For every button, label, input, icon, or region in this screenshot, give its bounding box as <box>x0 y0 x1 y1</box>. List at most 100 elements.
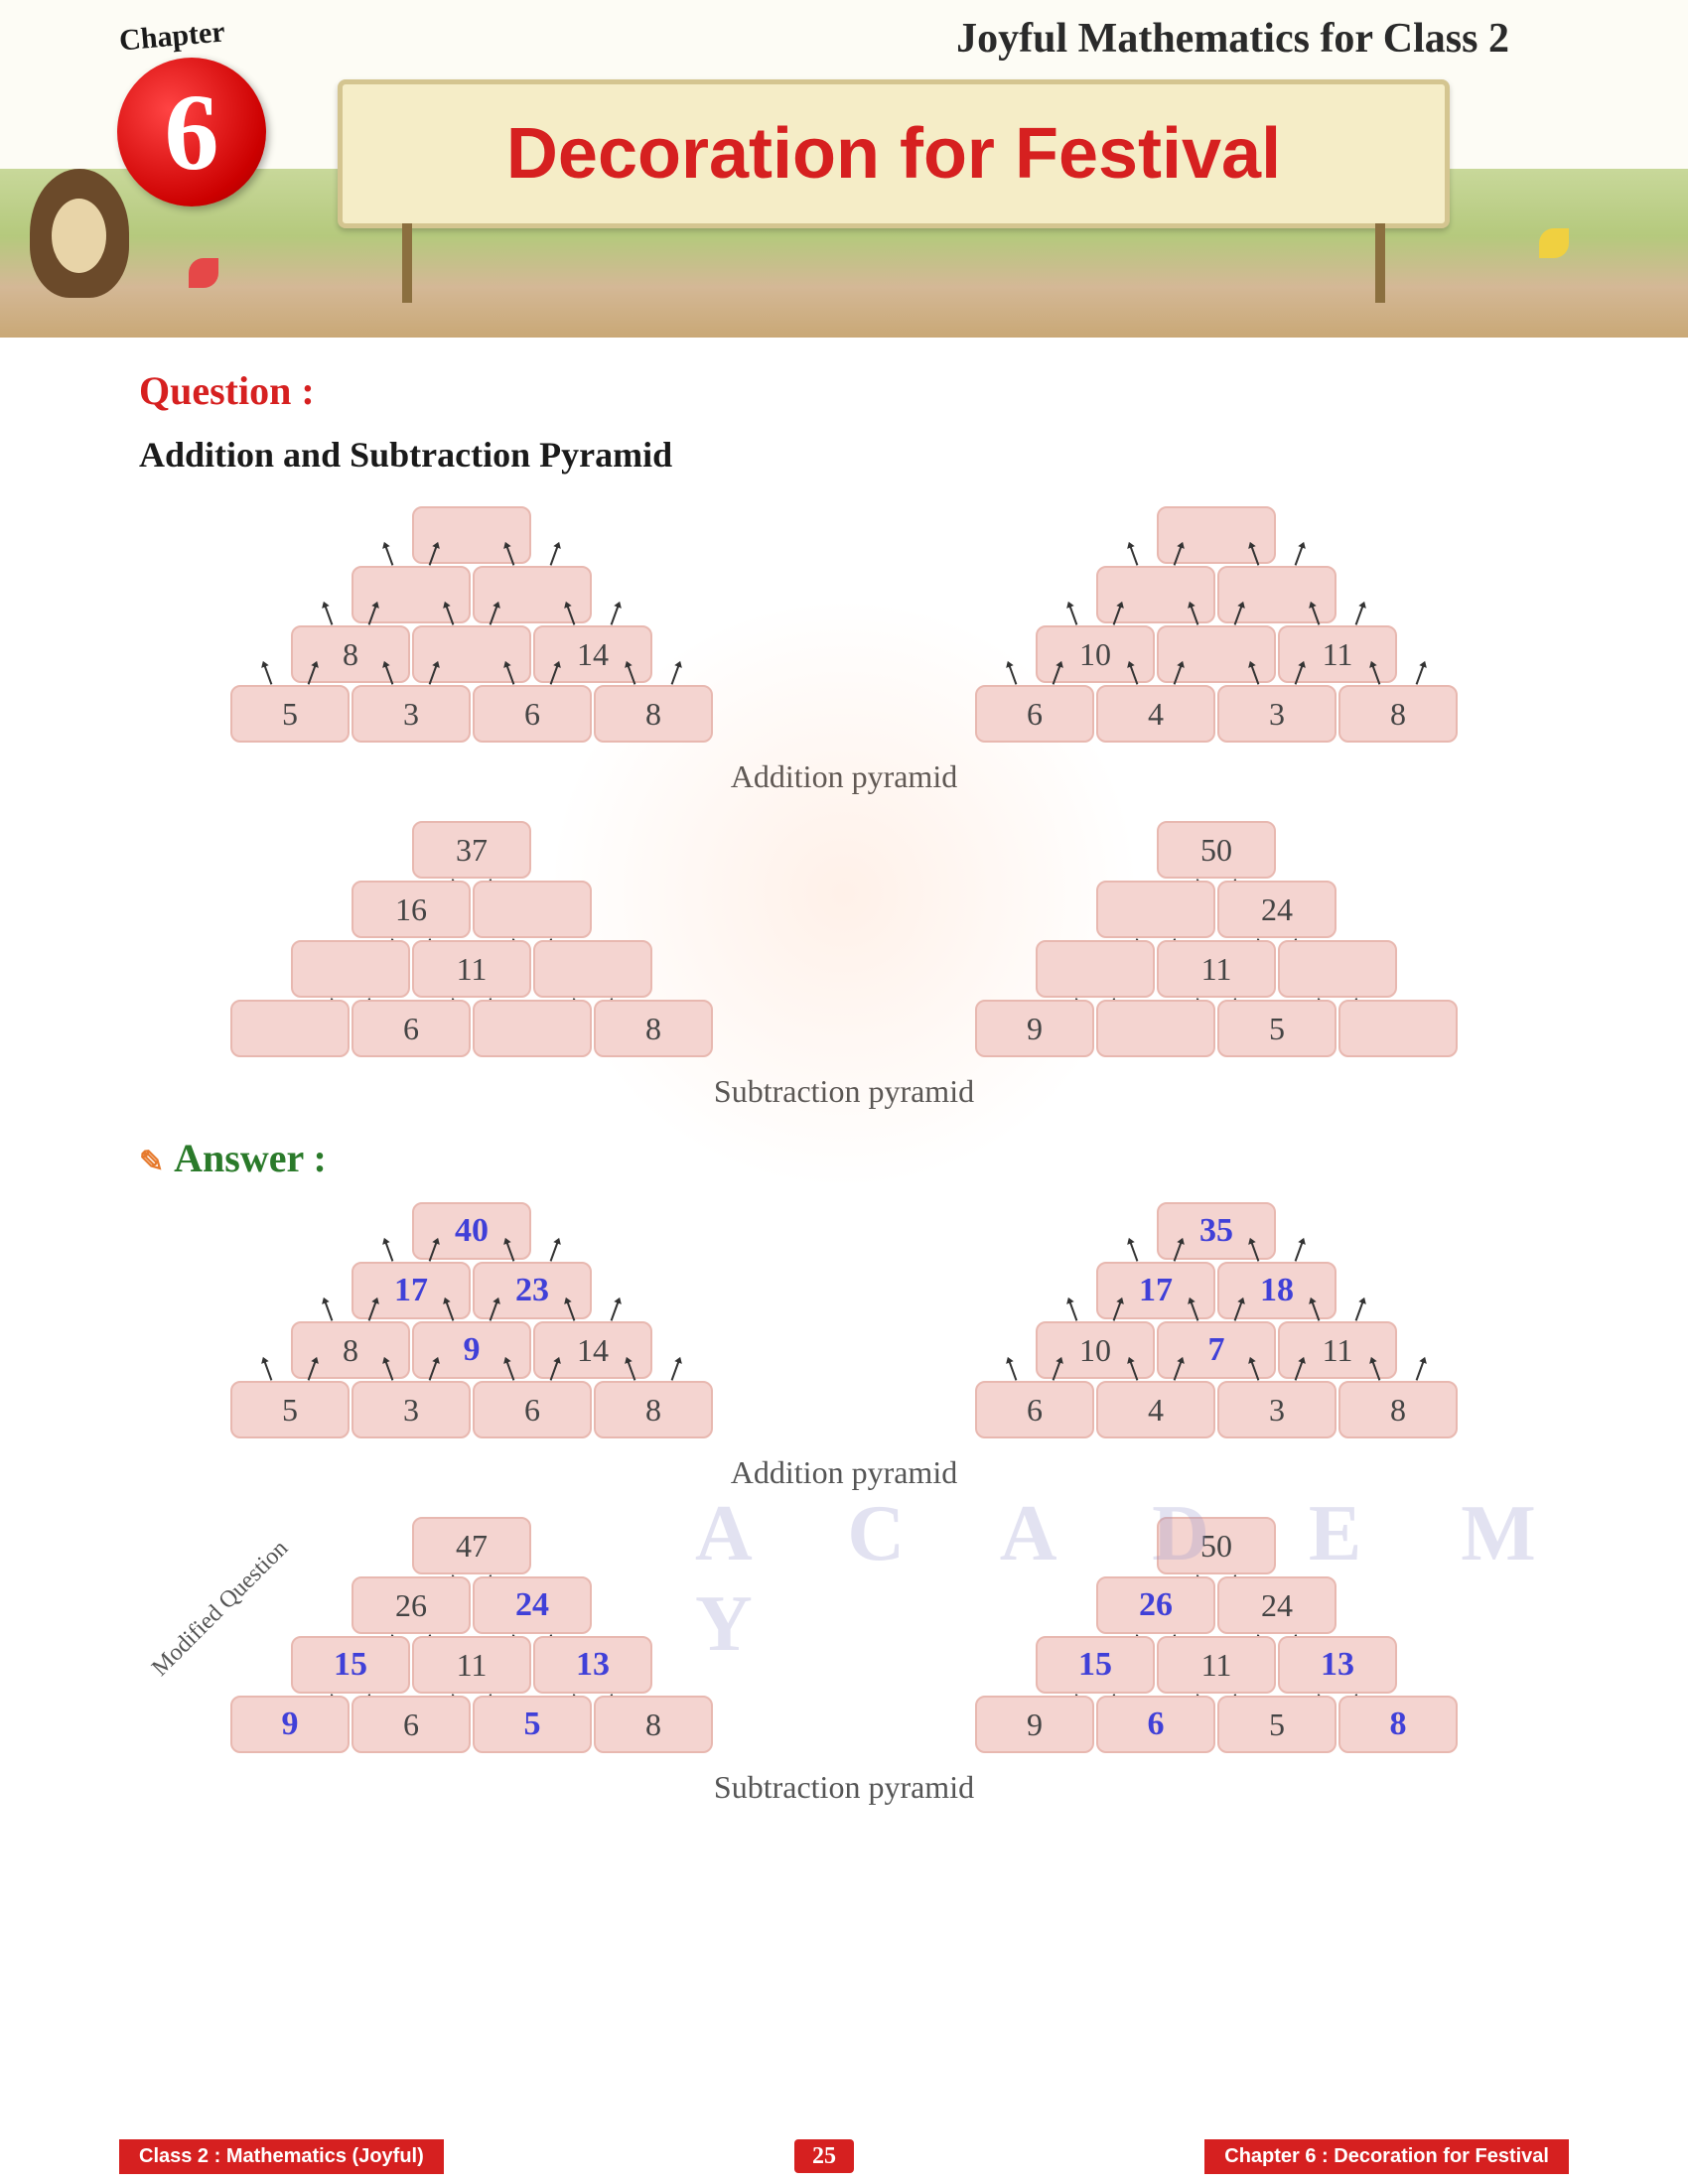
pyramid-brick: 6 <box>975 1381 1094 1438</box>
page-content: Question : Addition and Subtraction Pyra… <box>0 338 1688 1806</box>
addition-caption: Addition pyramid <box>139 758 1549 795</box>
pyramid-brick: 14 <box>533 1321 652 1379</box>
pyramid-brick: 40 <box>412 1202 531 1260</box>
pyramid-row: 5368 <box>229 684 714 744</box>
pyramid-brick: 3 <box>352 1381 471 1438</box>
pyramid-row: 1011 <box>1035 624 1398 684</box>
pyramid-brick: 5 <box>1217 1000 1336 1057</box>
pyramid-row: 16 <box>351 880 593 939</box>
pyramid-brick <box>473 1000 592 1057</box>
pyramid-brick: 26 <box>1096 1576 1215 1634</box>
pyramid-row: 68 <box>229 999 714 1058</box>
pyramid-brick: 5 <box>230 685 350 743</box>
pyramid: 37161168 <box>229 820 714 1058</box>
pyramid-brick <box>1096 881 1215 938</box>
pyramid-brick: 37 <box>412 821 531 879</box>
footer-right: Chapter 6 : Decoration for Festival <box>1204 2139 1569 2174</box>
pyramid-brick: 3 <box>1217 1381 1336 1438</box>
pyramid-brick: 47 <box>412 1517 531 1574</box>
pyramid-brick: 14 <box>533 625 652 683</box>
pyramid-brick: 35 <box>1157 1202 1276 1260</box>
pyramid-brick: 11 <box>412 940 531 998</box>
pyramid-brick: 8 <box>291 1321 410 1379</box>
pyramid-row: 1718 <box>1095 1261 1337 1320</box>
pyramid-brick: 17 <box>1096 1262 1215 1319</box>
pyramid-brick: 3 <box>1217 685 1336 743</box>
pyramid-row: 47 <box>411 1516 532 1575</box>
pyramid: Modified Question4726241511139658 <box>229 1516 714 1754</box>
pyramid-brick: 6 <box>352 1696 471 1753</box>
pyramid-brick: 8 <box>1338 685 1458 743</box>
footer-page-number: 25 <box>794 2139 854 2173</box>
pyramid-brick: 5 <box>1217 1696 1336 1753</box>
pyramid-brick <box>1217 566 1336 623</box>
pyramid-brick: 26 <box>352 1576 471 1634</box>
pyramid-row: 40 <box>411 1201 532 1261</box>
pyramid-row: 95 <box>974 999 1459 1058</box>
book-title: Joyful Mathematics for Class 2 <box>956 15 1509 63</box>
pyramid-brick: 6 <box>473 1381 592 1438</box>
pyramid-brick: 5 <box>230 1381 350 1438</box>
pyramid-row: 151113 <box>1035 1635 1398 1695</box>
pyramid-brick: 10 <box>1036 1321 1155 1379</box>
pyramid-brick: 10 <box>1036 625 1155 683</box>
chapter-label: Chapter <box>118 15 226 58</box>
pyramid-brick: 11 <box>412 1636 531 1694</box>
pyramid-brick: 8 <box>594 1381 713 1438</box>
pyramid-brick: 4 <box>1096 685 1215 743</box>
pyramid-row: 2624 <box>1095 1575 1337 1635</box>
pyramid-row: 11 <box>290 939 653 999</box>
pyramid: 5026241511139658 <box>974 1516 1459 1754</box>
pyramid-row: 50 <box>1156 820 1277 880</box>
chapter-title: Decoration for Festival <box>506 113 1281 195</box>
pyramid-brick: 6 <box>975 685 1094 743</box>
pyramid-brick: 8 <box>1338 1696 1458 1753</box>
pyramid-brick: 8 <box>594 1000 713 1057</box>
pyramid-brick: 13 <box>1278 1636 1397 1694</box>
pyramid-row: 1723 <box>351 1261 593 1320</box>
pyramid-brick: 8 <box>594 1696 713 1753</box>
pyramid-brick: 23 <box>473 1262 592 1319</box>
pyramid-brick: 11 <box>1157 1636 1276 1694</box>
pyramid-brick <box>352 566 471 623</box>
pyramid: 40172389145368 <box>229 1201 714 1439</box>
pyramid-brick: 50 <box>1157 1517 1276 1574</box>
pyramid-row: 814 <box>290 624 653 684</box>
pyramid-row: 9658 <box>229 1695 714 1754</box>
question-addition-pair: 814536810116438 <box>139 505 1549 744</box>
pyramid-row <box>351 565 593 624</box>
pyramid-brick <box>291 940 410 998</box>
question-label: Question : <box>139 367 1549 414</box>
addition-caption: Addition pyramid <box>139 1454 1549 1491</box>
pyramid: 10116438 <box>974 505 1459 744</box>
pyramid-brick: 9 <box>230 1696 350 1753</box>
pyramid-brick: 9 <box>412 1321 531 1379</box>
subtraction-caption: Subtraction pyramid <box>139 1073 1549 1110</box>
pyramid-brick <box>230 1000 350 1057</box>
pyramid-brick <box>473 566 592 623</box>
pyramid-brick: 24 <box>1217 881 1336 938</box>
pyramid-brick: 11 <box>1157 940 1276 998</box>
pyramid-brick <box>1157 625 1276 683</box>
pyramid-brick <box>473 881 592 938</box>
answer-label: Answer : <box>139 1135 1549 1181</box>
pyramid-brick: 13 <box>533 1636 652 1694</box>
pyramid-row: 37 <box>411 820 532 880</box>
pyramid-brick: 8 <box>1338 1381 1458 1438</box>
pyramid-brick: 3 <box>352 685 471 743</box>
footer-left: Class 2 : Mathematics (Joyful) <box>119 2139 444 2174</box>
pyramid-brick <box>1338 1000 1458 1057</box>
pyramid-row: 6438 <box>974 1380 1459 1439</box>
pyramid-brick: 6 <box>1096 1696 1215 1753</box>
pyramid-brick <box>1096 566 1215 623</box>
pyramid-row: 35 <box>1156 1201 1277 1261</box>
pyramid-brick <box>1278 940 1397 998</box>
pyramid-row: 6438 <box>974 684 1459 744</box>
pyramid-brick <box>412 625 531 683</box>
pyramid-brick <box>533 940 652 998</box>
pyramid-row: 10711 <box>1035 1320 1398 1380</box>
pyramid-row: 50 <box>1156 1516 1277 1575</box>
pyramid-brick: 11 <box>1278 1321 1397 1379</box>
pyramid-brick <box>1036 940 1155 998</box>
page-header: Joyful Mathematics for Class 2 Chapter 6… <box>0 0 1688 338</box>
